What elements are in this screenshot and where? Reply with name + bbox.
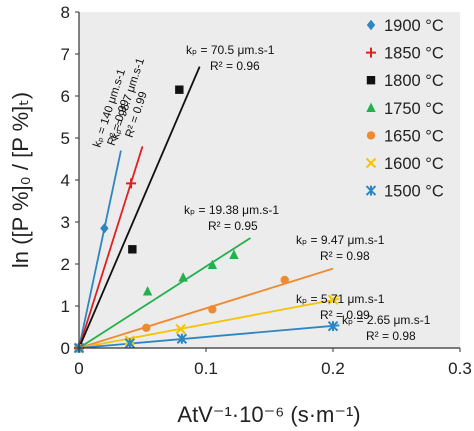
point-1650-2 [208, 305, 217, 314]
fit-label-k-1500: kₚ = 2.65 μm.s-1 [342, 313, 431, 327]
fit-label-k-1750: kₚ = 19.38 μm.s-1 [184, 203, 279, 217]
point-1600-3 [327, 294, 339, 305]
x-tick-label: 0.3 [448, 359, 472, 378]
point-1750-4 [229, 249, 239, 259]
fit-label-r2-1750: R² = 0.95 [208, 219, 258, 233]
fit-line-1650 [78, 267, 334, 349]
legend-marker-1900 [366, 19, 376, 31]
legend: 1900 °C 1850 °C 1800 °C 1750 °C 1650 °C 1600 … [365, 17, 444, 201]
point-1750-2 [178, 272, 188, 282]
x-tick-label: 0 [74, 359, 83, 378]
y-tick-label: 8 [61, 3, 70, 22]
legend-marker-1500 [365, 185, 377, 196]
x-tick-label: 0.1 [194, 359, 218, 378]
fit-label-r2-1800: R² = 0.96 [210, 59, 260, 73]
legend-marker-1850 [366, 47, 376, 58]
point-1800-1 [128, 245, 137, 254]
y-tick-label: 4 [61, 171, 70, 190]
fit-label-r2-1650: R² = 0.98 [320, 249, 370, 263]
fit-label-k-1600: kₚ = 5.71 μm.s-1 [296, 292, 385, 306]
fit-line-1750 [78, 237, 251, 349]
legend-marker-1600 [365, 157, 377, 169]
fit-lines [78, 66, 340, 349]
fit-line-1500 [78, 324, 340, 349]
fit-line-1900 [78, 150, 122, 349]
point-1650-3 [280, 275, 289, 285]
point-1850-1 [126, 178, 137, 189]
legend-label-1600: 1600 °C [384, 155, 444, 173]
fit-line-1800 [78, 66, 201, 349]
x-tick-label: 0.2 [321, 359, 345, 378]
y-tick-label: 1 [61, 297, 70, 316]
legend-label-1650: 1650 °C [384, 127, 444, 145]
y-tick-label: 0 [61, 339, 70, 358]
fit-label-r2-1500: R² = 0.98 [366, 329, 416, 343]
y-tick-label: 7 [61, 45, 70, 64]
point-1800-2 [175, 85, 184, 94]
y-tick-label: 3 [61, 213, 70, 232]
point-1500-3 [327, 320, 339, 332]
legend-label-1800: 1800 °C [384, 72, 444, 90]
plot-background [79, 12, 460, 348]
legend-label-1750: 1750 °C [384, 100, 444, 118]
point-1650-1 [142, 323, 151, 333]
legend-marker-1750 [366, 102, 376, 112]
fit-label-k-1800: kₚ = 70.5 μm.s-1 [186, 43, 275, 57]
fit-label-k-1650: kₚ = 9.47 μm.s-1 [296, 233, 385, 247]
legend-marker-1800 [366, 76, 376, 85]
axes: 0 1 2 3 4 5 6 7 8 0 0.1 0.2 0.3 [61, 3, 472, 378]
y-tick-label: 2 [61, 255, 70, 274]
y-tick-label: 5 [61, 129, 70, 148]
point-1500-1 [124, 338, 136, 349]
point-1600-2 [175, 323, 186, 335]
point-1500-2 [176, 333, 188, 344]
fit-line-1600 [78, 297, 340, 349]
legend-label-1900: 1900 °C [384, 17, 444, 35]
legend-label-1850: 1850 °C [384, 45, 444, 63]
y-axis-label: ln ([P %]₀ / [P %]ₜ) [8, 92, 33, 268]
legend-label-1500: 1500 °C [384, 183, 444, 201]
point-1900-1 [100, 223, 109, 234]
y-tick-label: 6 [61, 87, 70, 106]
x-axis-label: AtV⁻¹·10⁻⁶ (s·m⁻¹) [177, 402, 360, 427]
legend-marker-1650 [366, 131, 376, 140]
point-1750-1 [142, 286, 153, 296]
fit-label-r2-1600: R² = 0.99 [320, 308, 370, 322]
point-1750-3 [207, 259, 218, 270]
